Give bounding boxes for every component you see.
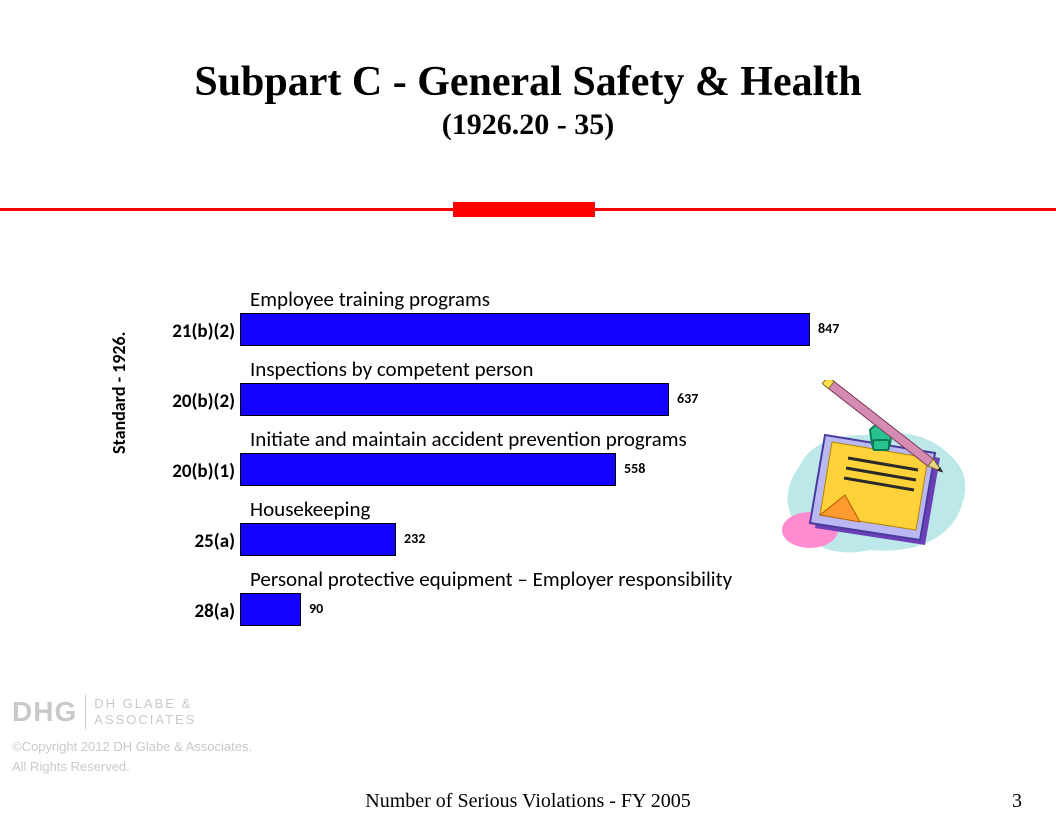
violations-bar-chart: Employee training programs21(b)(2)847Ins… — [240, 286, 860, 636]
chart-row: Employee training programs21(b)(2)847 — [240, 286, 860, 356]
row-description: Initiate and maintain accident preventio… — [250, 426, 687, 452]
footer-caption: Number of Serious Violations - FY 2005 — [0, 790, 1056, 813]
chart-row: Initiate and maintain accident preventio… — [240, 426, 860, 496]
bar — [240, 313, 810, 346]
logo-name-line1: DH GLABE & — [94, 696, 196, 712]
copyright-line1: ©Copyright 2012 DH Glabe & Associates. — [12, 737, 252, 757]
divider-chip — [453, 202, 595, 217]
page-title: Subpart C - General Safety & Health — [0, 58, 1056, 106]
bar — [240, 523, 396, 556]
chart-row: Inspections by competent person20(b)(2)6… — [240, 356, 860, 426]
clipboard-icon — [770, 380, 980, 560]
bar-value: 232 — [404, 530, 425, 547]
bar-value: 558 — [624, 460, 645, 477]
row-label: 21(b)(2) — [145, 320, 235, 343]
y-axis-title: Standard - 1926. — [108, 332, 130, 454]
copyright-line2: All Rights Reserved. — [12, 757, 252, 777]
row-description: Inspections by competent person — [250, 356, 533, 382]
logo-block: DHG DH GLABE & ASSOCIATES ©Copyright 201… — [12, 695, 252, 776]
bar-value: 90 — [309, 600, 323, 617]
row-description: Personal protective equipment – Employer… — [250, 566, 732, 592]
logo-mark: DHG — [12, 696, 77, 728]
row-label: 20(b)(1) — [145, 460, 235, 483]
row-description: Housekeeping — [250, 496, 370, 522]
page-subtitle: (1926.20 - 35) — [0, 108, 1056, 142]
bar — [240, 453, 616, 486]
bar — [240, 383, 669, 416]
row-label: 20(b)(2) — [145, 390, 235, 413]
row-description: Employee training programs — [250, 286, 490, 312]
chart-row: Personal protective equipment – Employer… — [240, 566, 860, 636]
logo-text: DH GLABE & ASSOCIATES — [94, 696, 196, 727]
logo-divider — [85, 695, 86, 729]
chart-row: Housekeeping25(a)232 — [240, 496, 860, 566]
copyright: ©Copyright 2012 DH Glabe & Associates. A… — [12, 737, 252, 776]
bar — [240, 593, 301, 626]
page-number: 3 — [1012, 790, 1022, 813]
logo-name-line2: ASSOCIATES — [94, 712, 196, 728]
bar-value: 637 — [677, 390, 698, 407]
row-label: 25(a) — [145, 530, 235, 553]
title-block: Subpart C - General Safety & Health (192… — [0, 58, 1056, 142]
bar-value: 847 — [818, 320, 839, 337]
row-label: 28(a) — [145, 600, 235, 623]
slide: Subpart C - General Safety & Health (192… — [0, 0, 1056, 816]
